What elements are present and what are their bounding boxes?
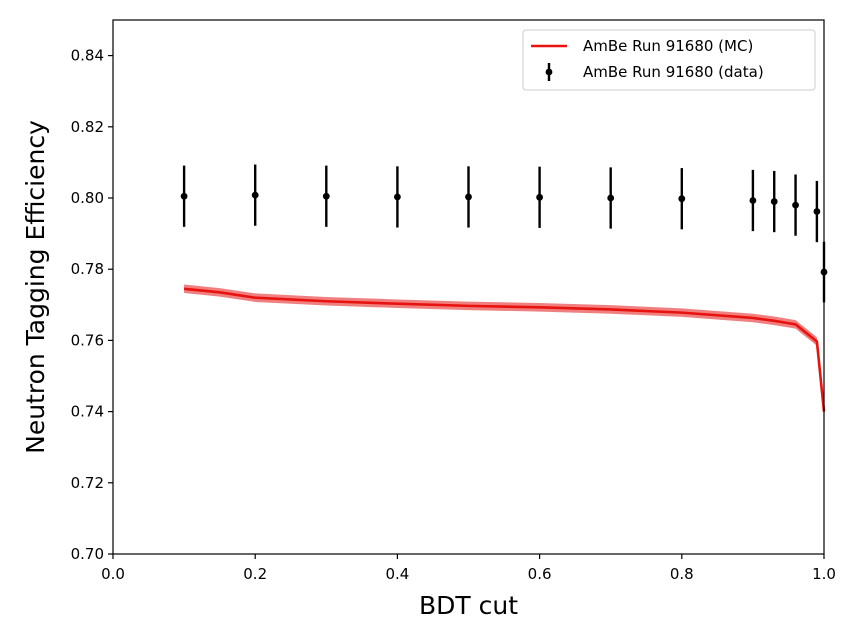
- legend-label: AmBe Run 91680 (MC): [583, 37, 753, 55]
- x-tick-label: 0.0: [101, 565, 125, 583]
- data-point: [770, 198, 778, 205]
- x-axis-label: BDT cut: [419, 591, 518, 620]
- y-tick-label: 0.84: [71, 47, 104, 65]
- data-point: [251, 191, 259, 199]
- data-point: [678, 195, 686, 203]
- data-point: [322, 192, 330, 200]
- x-tick-label: 0.6: [528, 565, 552, 583]
- x-tick-label: 0.8: [670, 565, 694, 583]
- data-point: [465, 193, 472, 201]
- data-point: [792, 201, 799, 209]
- data-point: [180, 192, 188, 200]
- plot-frame: [112, 19, 825, 555]
- legend-box: [522, 29, 816, 91]
- y-axis-label: Neutron Tagging Efficiency: [21, 120, 50, 454]
- y-tick-label: 0.82: [71, 118, 104, 136]
- y-tick-label: 0.76: [71, 331, 104, 349]
- y-tick-label: 0.80: [71, 189, 104, 207]
- y-tick-label: 0.70: [71, 545, 104, 563]
- y-tick-label: 0.72: [71, 474, 104, 492]
- data-point: [813, 208, 821, 215]
- x-tick-label: 0.2: [243, 565, 267, 583]
- data-point: [394, 193, 401, 201]
- data-point: [536, 193, 543, 201]
- legend-label: AmBe Run 91680 (data): [583, 63, 764, 81]
- x-tick-label: 1.0: [812, 565, 836, 583]
- x-tick-label: 0.4: [385, 565, 409, 583]
- data-point: [607, 194, 615, 202]
- y-tick-label: 0.78: [71, 260, 104, 278]
- ticks-layer: 0.0 0.2 0.4 0.6 0.8 1.0 0.70 0.72 0.74 0.76 0.78 0.…: [71, 47, 836, 583]
- y-tick-label: 0.74: [71, 403, 104, 421]
- plot-layer: [180, 164, 828, 416]
- legend: AmBe Run 91680 (MC) AmBe Run 91680 (data): [522, 29, 816, 91]
- legend-data-marker: [545, 68, 553, 76]
- mc-line: [183, 287, 826, 412]
- data-point: [749, 197, 757, 204]
